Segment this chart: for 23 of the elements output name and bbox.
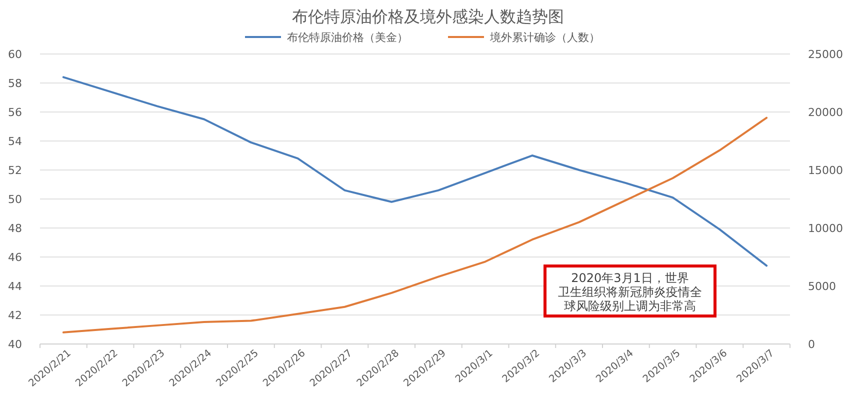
y2-tick-label: 20000 bbox=[808, 106, 843, 119]
y-tick-label: 40 bbox=[8, 338, 22, 351]
legend-label: 境外累计确诊（人数） bbox=[489, 31, 600, 44]
y2-tick-label: 15000 bbox=[808, 164, 843, 177]
annotation: 2020年3月1日，世界卫生组织将新冠肺炎疫情全球风险级别上调为非常高 bbox=[558, 271, 702, 313]
chart-title: 布伦特原油价格及境外感染人数趋势图 bbox=[292, 7, 564, 26]
y-tick-label: 42 bbox=[8, 309, 22, 322]
y2-tick-label: 10000 bbox=[808, 222, 843, 235]
y-tick-label: 46 bbox=[8, 251, 22, 264]
line-series bbox=[62, 116, 768, 334]
y-tick-label: 52 bbox=[8, 164, 22, 177]
y2-tick-label: 0 bbox=[808, 338, 815, 351]
y-tick-label: 50 bbox=[8, 193, 22, 206]
y-tick-label: 60 bbox=[8, 48, 22, 61]
legend-label: 布伦特原油价格（美金） bbox=[287, 31, 408, 44]
y2-tick-label: 5000 bbox=[808, 280, 836, 293]
y-tick-label: 48 bbox=[8, 222, 22, 235]
y-tick-label: 56 bbox=[8, 106, 22, 119]
y-tick-label: 44 bbox=[8, 280, 22, 293]
y-tick-label: 54 bbox=[8, 135, 22, 148]
y-tick-label: 58 bbox=[8, 77, 22, 90]
y2-tick-label: 25000 bbox=[808, 48, 843, 61]
line-series bbox=[62, 76, 768, 267]
